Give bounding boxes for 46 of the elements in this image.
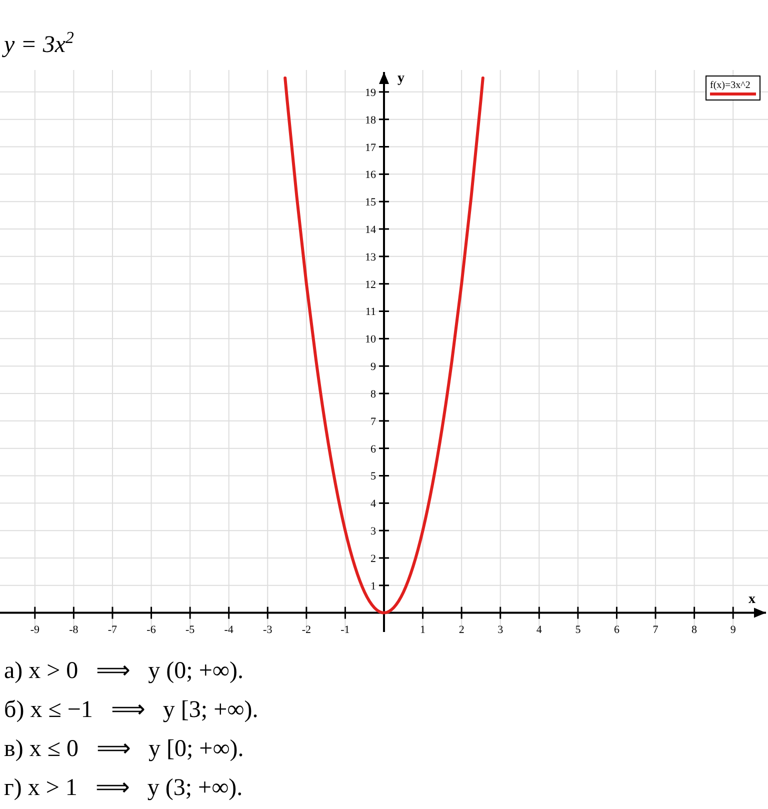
x-tick-label: 5: [575, 624, 582, 636]
y-tick-label: 17: [365, 142, 376, 154]
x-tick-label: -8: [69, 624, 79, 636]
y-tick-label: 3: [370, 526, 376, 538]
y-tick-label: 5: [370, 470, 376, 483]
x-tick-label: 2: [458, 624, 464, 636]
x-tick-label: 4: [536, 624, 542, 636]
y-tick-label: 14: [365, 224, 376, 236]
x-tick-label: -9: [30, 624, 40, 636]
y-tick-label: 4: [370, 498, 376, 510]
y-tick-label: 8: [370, 388, 376, 400]
x-tick-label: -7: [108, 624, 118, 636]
chart-title: y = 3x$^{2}$: [2, 28, 74, 58]
x-tick-label: -4: [224, 624, 234, 636]
x-axis-title: x: [748, 592, 756, 607]
text: г) x > 1 ⟹ y (3; +∞).: [4, 775, 243, 801]
y-tick-label: 7: [370, 416, 376, 428]
y-tick-label: 16: [365, 169, 376, 182]
y-tick-label: 10: [365, 334, 376, 346]
y-tick-label: 18: [365, 114, 376, 126]
x-tick-label: -3: [263, 624, 273, 636]
x-tick-label: -2: [302, 624, 312, 636]
x-tick-label: -1: [340, 624, 350, 636]
x-tick-label: 1: [420, 624, 426, 636]
y-tick-label: 9: [370, 361, 376, 374]
x-tick-label: 9: [730, 624, 736, 636]
y-tick-label: 12: [365, 278, 376, 291]
y-tick-label: 1: [370, 580, 376, 592]
x-tick-label: -5: [185, 624, 196, 636]
x-tick-label: 7: [652, 624, 659, 636]
x-tick-label: -6: [146, 624, 156, 636]
y-tick-label: 11: [365, 306, 376, 318]
text: б) x ≤ −1 ⟹ y [3; +∞).: [4, 697, 258, 723]
y-tick-label: 2: [370, 552, 376, 565]
y-tick-label: 15: [365, 196, 376, 209]
y-axis-title: y: [398, 71, 404, 86]
y-tick-label: 6: [370, 443, 376, 456]
line-series: [284, 76, 484, 614]
x-tick-label: 8: [692, 624, 698, 636]
x-tick-label: 3: [498, 624, 504, 636]
y-tick-label: 19: [365, 86, 376, 99]
text: а) x > 0 ⟹ y (0; +∞).: [4, 658, 244, 684]
y-tick-label: 13: [365, 251, 376, 264]
text: f(x)=3x^2: [710, 80, 750, 91]
text: в) x ≤ 0 ⟹ y [0; +∞).: [4, 736, 244, 762]
x-tick-label: 6: [614, 624, 620, 636]
